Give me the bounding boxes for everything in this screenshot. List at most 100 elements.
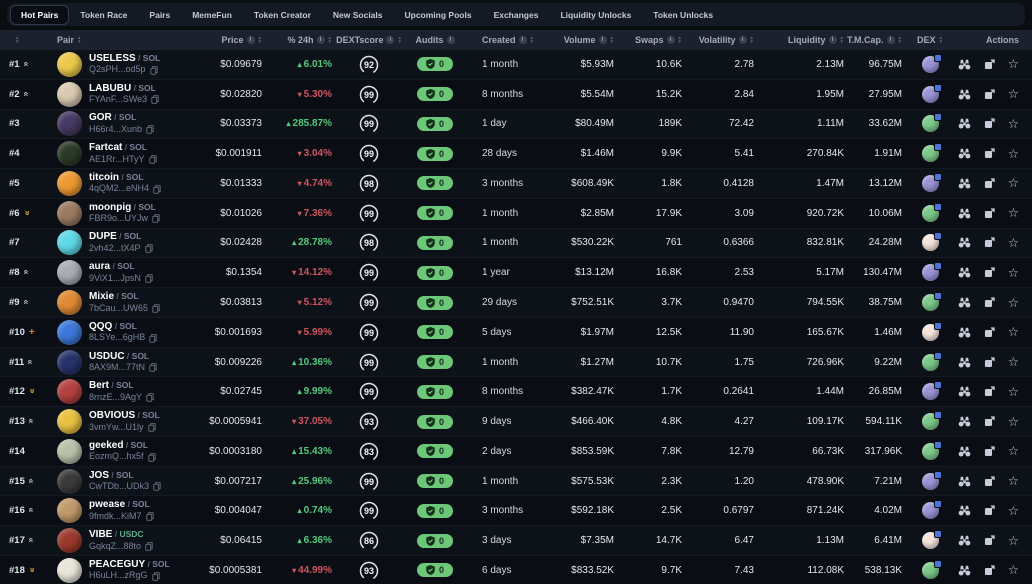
audits-cell[interactable]: 0 xyxy=(398,116,472,131)
audits-cell[interactable]: 0 xyxy=(398,325,472,340)
audits-cell[interactable]: 0 xyxy=(398,444,472,459)
dex-cell[interactable] xyxy=(910,351,950,371)
copy-icon[interactable] xyxy=(145,274,153,283)
copy-icon[interactable] xyxy=(153,185,161,194)
dextscore-cell[interactable]: 93 xyxy=(340,560,398,581)
audits-cell[interactable]: 0 xyxy=(398,563,472,578)
copy-icon[interactable] xyxy=(151,95,159,105)
pair-cell[interactable]: DUPESOL 2vh42...tX4P xyxy=(40,230,190,256)
info-icon[interactable] xyxy=(666,36,675,44)
dex-icon[interactable] xyxy=(921,262,942,282)
dex-icon[interactable] xyxy=(921,351,942,371)
dex-icon[interactable] xyxy=(921,559,942,579)
favorite-star-icon[interactable] xyxy=(1008,89,1019,99)
open-trade-icon[interactable] xyxy=(984,297,995,308)
info-icon[interactable] xyxy=(886,36,895,44)
binoculars-icon[interactable] xyxy=(958,327,971,338)
open-trade-icon[interactable] xyxy=(984,327,995,338)
audit-badge[interactable]: 0 xyxy=(416,355,453,370)
pair-cell[interactable]: QQQSOL 8LSYe...6gHB xyxy=(40,319,190,345)
table-row[interactable]: #5 titcoinSOL 4qQM2...eNH4 $0.01333 4.74… xyxy=(0,169,1032,199)
column-header-liquidity[interactable]: Liquidity xyxy=(762,35,852,45)
sort-icon[interactable] xyxy=(258,36,262,44)
info-icon[interactable] xyxy=(386,36,395,44)
audit-badge[interactable]: 0 xyxy=(416,146,453,161)
pair-cell[interactable]: titcoinSOL 4qQM2...eNH4 xyxy=(40,170,190,196)
binoculars-icon[interactable] xyxy=(958,118,971,129)
table-row[interactable]: #10 QQQSOL 8LSYe...6gHB $0.001693 5.99% xyxy=(0,317,1032,348)
dextscore-cell[interactable]: 99 xyxy=(340,352,398,373)
sort-icon[interactable] xyxy=(898,36,902,44)
open-trade-icon[interactable] xyxy=(984,535,995,546)
pair-cell[interactable]: pweaseSOL 9fmdk...KiM7 xyxy=(40,498,190,524)
pair-cell[interactable]: GORSOL H66r4...Xunb xyxy=(40,111,190,137)
open-trade-icon[interactable] xyxy=(984,267,995,278)
column-header-created[interactable]: Created xyxy=(472,35,556,45)
audit-badge[interactable]: 0 xyxy=(416,206,453,221)
binoculars-icon[interactable] xyxy=(958,386,971,397)
favorite-star-icon[interactable] xyxy=(1008,536,1019,546)
table-row[interactable]: #13 OBVIOUSSOL 3vmYw...U1ly $0.0005941 3… xyxy=(0,407,1032,437)
open-trade-icon[interactable] xyxy=(984,446,995,457)
sort-icon[interactable] xyxy=(530,36,534,44)
dextscore-cell[interactable]: 98 xyxy=(340,173,398,194)
open-trade-icon[interactable] xyxy=(984,505,995,516)
pair-cell[interactable]: LABUBUSOL FYAnF...SWe3 xyxy=(40,81,190,107)
pair-cell[interactable]: moonpigSOL FBR9o...UYJw xyxy=(40,200,190,226)
nav-tab-upcoming-pools[interactable]: Upcoming Pools xyxy=(394,5,483,25)
dextscore-cell[interactable]: 93 xyxy=(340,411,398,432)
dex-cell[interactable] xyxy=(910,172,950,192)
table-row[interactable]: #12 BertSOL 8rnzE...9AgY $0.02745 9.99% xyxy=(0,377,1032,408)
nav-tab-token-creator[interactable]: Token Creator xyxy=(243,5,322,25)
dex-cell[interactable] xyxy=(910,113,950,133)
dex-icon[interactable] xyxy=(921,53,942,73)
dextscore-cell[interactable]: 99 xyxy=(340,203,398,224)
info-icon[interactable] xyxy=(828,36,837,44)
sort-icon[interactable] xyxy=(840,36,844,44)
table-row[interactable]: #16 pweaseSOL 9fmdk...KiM7 $0.004047 0.7… xyxy=(0,496,1032,527)
dex-icon[interactable] xyxy=(921,530,942,550)
open-trade-icon[interactable] xyxy=(984,148,995,159)
open-trade-icon[interactable] xyxy=(984,59,995,70)
dex-cell[interactable] xyxy=(910,500,950,520)
audit-badge[interactable]: 0 xyxy=(416,265,453,280)
dextscore-cell[interactable]: 99 xyxy=(340,322,398,343)
favorite-star-icon[interactable] xyxy=(1008,565,1019,575)
favorite-star-icon[interactable] xyxy=(1008,59,1019,69)
pair-cell[interactable]: USDUCSOL 8AX9M...77tN xyxy=(40,349,190,375)
open-trade-icon[interactable] xyxy=(984,386,995,397)
info-icon[interactable] xyxy=(518,36,527,44)
column-header-rank[interactable] xyxy=(0,36,40,44)
dex-cell[interactable] xyxy=(910,143,950,163)
favorite-star-icon[interactable] xyxy=(1008,298,1019,308)
audits-cell[interactable]: 0 xyxy=(398,503,472,518)
dex-cell[interactable] xyxy=(910,470,950,490)
table-row[interactable]: #14 geekedSOL EozmQ...hx5f $0.0003180 15… xyxy=(0,436,1032,467)
dex-icon[interactable] xyxy=(921,292,942,311)
copy-icon[interactable] xyxy=(146,125,154,134)
audits-cell[interactable]: 0 xyxy=(398,265,472,280)
dex-icon[interactable] xyxy=(921,232,942,252)
dex-icon[interactable] xyxy=(921,411,942,431)
audits-cell[interactable]: 0 xyxy=(398,57,472,72)
dex-cell[interactable] xyxy=(910,83,950,103)
favorite-star-icon[interactable] xyxy=(1008,476,1019,486)
sort-icon[interactable] xyxy=(678,36,682,44)
copy-icon[interactable] xyxy=(145,244,153,253)
audit-badge[interactable]: 0 xyxy=(416,503,453,518)
copy-icon[interactable] xyxy=(149,363,157,372)
audit-badge[interactable]: 0 xyxy=(416,384,453,399)
dex-icon[interactable] xyxy=(921,321,942,341)
table-row[interactable]: #1 USELESSSOL Q2sPH...od5p $0.09679 6.01… xyxy=(0,50,1032,80)
table-row[interactable]: #7 DUPESOL 2vh42...tX4P $0.02428 28.78% xyxy=(0,228,1032,259)
dex-icon[interactable] xyxy=(921,113,942,133)
sort-icon[interactable] xyxy=(77,36,81,44)
binoculars-icon[interactable] xyxy=(958,505,971,516)
open-trade-icon[interactable] xyxy=(984,237,995,248)
binoculars-icon[interactable] xyxy=(958,476,971,487)
copy-icon[interactable] xyxy=(152,572,160,581)
nav-tab-new-socials[interactable]: New Socials xyxy=(322,5,394,25)
dextscore-cell[interactable]: 92 xyxy=(340,54,398,75)
audit-badge[interactable]: 0 xyxy=(416,295,453,310)
audits-cell[interactable]: 0 xyxy=(398,384,472,399)
